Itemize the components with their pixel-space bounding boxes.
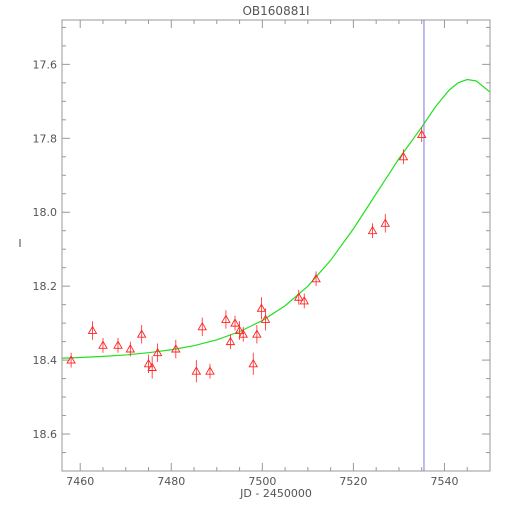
- data-point: [293, 289, 304, 305]
- x-tick-label: 7480: [157, 475, 185, 488]
- triangle-marker: [191, 366, 202, 375]
- triangle-marker: [230, 318, 240, 327]
- data-point: [113, 337, 123, 353]
- triangle-marker: [221, 314, 231, 323]
- x-tick-label: 7500: [248, 475, 276, 488]
- triangle-marker: [205, 366, 215, 375]
- y-tick-label: 18.4: [33, 354, 58, 367]
- data-point: [221, 310, 231, 329]
- triangle-marker: [380, 218, 391, 227]
- triangle-marker: [234, 325, 245, 334]
- triangle-marker: [98, 340, 108, 349]
- y-tick-label: 18.6: [33, 428, 58, 441]
- triangle-marker: [113, 340, 123, 349]
- data-point: [256, 297, 267, 320]
- triangle-marker: [311, 273, 321, 283]
- data-point: [66, 352, 76, 368]
- data-point: [171, 339, 181, 359]
- triangle-marker: [197, 321, 208, 331]
- y-axis-label: I: [18, 237, 21, 250]
- triangle-marker: [260, 314, 271, 323]
- chart-title: OB160881I: [242, 4, 309, 18]
- data-point: [248, 352, 259, 375]
- data-point: [367, 223, 378, 239]
- x-axis: 7460 7480 7500 7520 7540: [66, 20, 491, 488]
- triangle-marker: [398, 151, 409, 161]
- triangle-marker: [238, 329, 248, 338]
- plot-frame: [61, 19, 491, 472]
- y-tick-label: 18.0: [33, 206, 58, 219]
- data-point: [252, 324, 262, 344]
- data-point: [238, 326, 248, 342]
- data-point: [191, 360, 202, 383]
- triangle-marker: [143, 358, 154, 368]
- triangle-marker: [367, 225, 378, 235]
- data-point: [299, 293, 310, 309]
- data-point: [87, 321, 98, 340]
- x-tick-label: 7460: [66, 475, 94, 488]
- y-tick-label: 17.8: [33, 132, 58, 145]
- triangle-marker: [66, 355, 76, 364]
- triangle-marker: [171, 344, 181, 353]
- data-point: [416, 127, 427, 142]
- triangle-marker: [87, 325, 98, 334]
- data-point: [125, 341, 136, 357]
- x-tick-label: 7540: [430, 475, 458, 488]
- triangle-marker: [152, 347, 163, 357]
- data-point: [98, 337, 108, 353]
- data-point: [311, 271, 321, 287]
- triangle-marker: [125, 344, 136, 353]
- triangle-marker: [256, 303, 267, 312]
- triangle-marker: [293, 292, 304, 301]
- data-point: [205, 363, 215, 379]
- y-axis: 17.6 17.8 18.0 18.2 18.4 18.6: [33, 26, 490, 472]
- data-point: [398, 149, 409, 165]
- data-point: [380, 214, 391, 233]
- data-point: [197, 317, 208, 337]
- triangle-marker: [147, 362, 157, 371]
- model-layer: [62, 78, 490, 359]
- triangle-marker: [299, 296, 310, 305]
- data-point: [152, 343, 163, 362]
- triangle-marker: [136, 329, 147, 338]
- data-point: [136, 324, 147, 344]
- data-point: [225, 334, 236, 350]
- plot-area: [62, 20, 490, 471]
- y-tick-label: 17.6: [33, 58, 58, 71]
- data-point: [230, 315, 240, 331]
- triangle-marker: [248, 358, 259, 368]
- data-point: [147, 356, 157, 379]
- model-curve-line: [62, 78, 490, 359]
- triangle-marker: [252, 329, 262, 338]
- triangle-marker: [225, 336, 236, 346]
- y-tick-label: 18.2: [33, 280, 58, 293]
- triangle-marker: [416, 129, 427, 139]
- x-axis-label: JD - 2450000: [239, 487, 312, 500]
- data-point: [260, 308, 271, 331]
- x-tick-label: 7520: [339, 475, 367, 488]
- points-layer: [66, 127, 427, 383]
